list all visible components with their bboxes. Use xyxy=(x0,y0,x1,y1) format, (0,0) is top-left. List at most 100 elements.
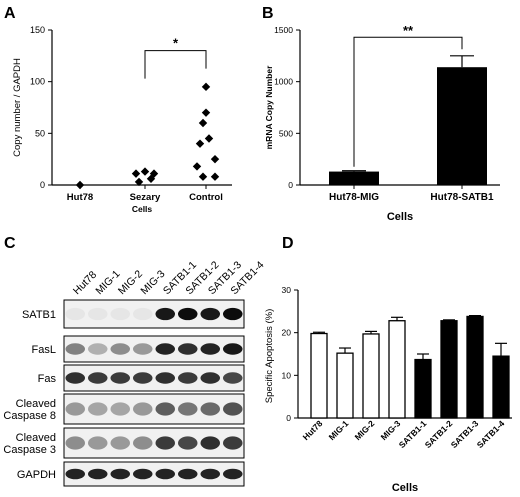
lane-label: MIG-3 xyxy=(138,268,167,297)
blot-band xyxy=(155,343,175,355)
blot-band xyxy=(65,307,85,321)
blot-band xyxy=(200,372,220,384)
y-tick-label: 30 xyxy=(282,285,292,295)
data-point xyxy=(131,169,141,178)
data-point xyxy=(146,174,156,183)
lane-label: MIG-2 xyxy=(116,268,145,297)
y-tick-label: 20 xyxy=(282,328,292,338)
blot-band xyxy=(200,468,220,480)
y-tick-label: 1500 xyxy=(274,25,293,35)
data-point xyxy=(204,134,214,143)
blot-band xyxy=(65,372,85,384)
data-point xyxy=(201,108,211,117)
data-point xyxy=(140,167,150,176)
y-tick-label: 50 xyxy=(35,128,45,138)
data-point xyxy=(75,180,85,190)
blot-band xyxy=(200,343,220,355)
bar xyxy=(362,333,380,419)
data-point xyxy=(201,82,211,92)
blot-band xyxy=(178,372,198,384)
blot-band xyxy=(88,468,108,480)
data-point xyxy=(198,118,208,128)
blot-band xyxy=(223,343,243,355)
x-tick-label: Hut78-SATB1 xyxy=(430,192,494,203)
blot-band xyxy=(200,436,220,450)
blot-band xyxy=(88,372,108,384)
blot-band xyxy=(133,307,153,321)
blot-band xyxy=(178,402,198,416)
blot-band xyxy=(155,402,175,416)
blot-band xyxy=(65,468,85,480)
blot-band xyxy=(110,343,130,355)
blot-band xyxy=(88,307,108,321)
blot-band xyxy=(155,372,175,384)
blot-band xyxy=(223,402,243,416)
significance-marker: * xyxy=(173,36,179,51)
blot-band xyxy=(178,343,198,355)
chart-b-bar: 0 500 1000 1500 mRNA Copy Number Hut78-MIG Hut… xyxy=(264,23,500,223)
blot-band xyxy=(178,436,198,450)
blot-band xyxy=(88,436,108,450)
significance-bracket xyxy=(353,36,463,167)
x-tick-label: SATB1-4 xyxy=(475,418,507,450)
data-point xyxy=(134,177,144,187)
blot-row-label: SATB1 xyxy=(22,309,56,321)
x-tick-label: Sezary xyxy=(130,192,161,203)
blot-band xyxy=(133,468,153,480)
blot-band xyxy=(133,402,153,416)
y-tick-label: 500 xyxy=(279,128,293,138)
blot-band xyxy=(65,343,85,355)
y-tick-label: 150 xyxy=(30,25,45,35)
x-axis-title: Cells xyxy=(387,211,413,223)
x-tick-label: MIG-2 xyxy=(353,418,377,442)
chart-a-scatter: 0 50 100 150 Hut78 Sezary Control Copy number /… xyxy=(12,25,232,214)
blot-band xyxy=(200,402,220,416)
bar xyxy=(310,332,328,419)
data-point xyxy=(210,154,220,164)
bar xyxy=(336,352,354,419)
bar xyxy=(492,355,510,419)
x-tick-label: Hut78 xyxy=(301,418,325,442)
blot-band xyxy=(110,372,130,384)
blot-band xyxy=(65,436,85,450)
data-point xyxy=(149,169,159,178)
blot-band xyxy=(223,436,243,450)
blot-band xyxy=(223,468,243,480)
y-tick-label: 0 xyxy=(286,413,291,423)
y-tick-label: 10 xyxy=(282,370,292,380)
blot-band xyxy=(110,468,130,480)
blot-band xyxy=(200,307,220,321)
blot-row-label: Cleaved xyxy=(16,398,56,410)
blot-row-label: Cleaved xyxy=(16,432,56,444)
y-axis-title: Specific Apoptosis (%) xyxy=(264,309,275,404)
western-blot: Hut78MIG-1MIG-2MIG-3SATB1-1SATB1-2SATB1-… xyxy=(3,259,267,487)
blot-band xyxy=(110,436,130,450)
x-tick-label: Hut78 xyxy=(67,192,93,203)
blot-band xyxy=(223,307,243,321)
blot-band xyxy=(110,402,130,416)
lane-label: Hut78 xyxy=(71,269,99,297)
panel-label-d: D xyxy=(282,235,294,252)
blot-band xyxy=(155,468,175,480)
blot-band xyxy=(133,372,153,384)
blot-row-label: FasL xyxy=(32,344,56,356)
bar xyxy=(414,358,432,419)
panel-label-a: A xyxy=(4,5,16,22)
data-point xyxy=(210,172,220,181)
bar xyxy=(440,320,458,419)
y-tick-label: 0 xyxy=(288,180,293,190)
bar xyxy=(466,315,484,419)
y-tick-label: 0 xyxy=(40,180,45,190)
panel-label-b: B xyxy=(262,5,274,22)
blot-row-label: Caspase 3 xyxy=(3,444,56,456)
blot-band xyxy=(223,372,243,384)
blot-band xyxy=(65,402,85,416)
y-axis-title: Copy number / GAPDH xyxy=(12,58,23,157)
significance-bracket xyxy=(144,50,207,79)
bar xyxy=(388,320,406,419)
bar xyxy=(437,67,487,185)
data-point xyxy=(192,162,202,171)
panel-label-c: C xyxy=(4,235,16,252)
blot-band xyxy=(133,343,153,355)
